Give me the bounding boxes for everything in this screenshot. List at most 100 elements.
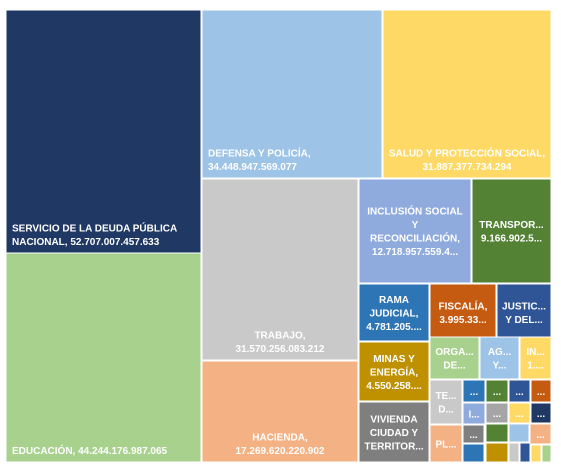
tile-label: VIVIENDA CIUDAD Y TERRITOR... xyxy=(364,414,423,452)
treemap-tile xyxy=(508,402,531,424)
tile-label: HACIENDA, 17.269.620.220.902 xyxy=(236,433,325,458)
treemap-tile xyxy=(508,442,520,463)
tile-label-line: 9.166.902.5... xyxy=(481,234,542,245)
tile-label-line: ... xyxy=(536,430,545,441)
treemap-tile xyxy=(530,379,552,403)
tile-label: ... xyxy=(515,387,524,398)
treemap-tile xyxy=(530,444,542,463)
tile-label: ... xyxy=(493,387,502,398)
tile-label: TRABAJO, 31.570.256.083.212 xyxy=(236,331,325,356)
treemap-tile xyxy=(429,336,480,380)
tile-label: MINAS Y ENERGÍA, 4.550.258.... xyxy=(366,354,422,392)
tile-label-line: I... xyxy=(468,409,479,420)
tile-label-line: RAMA xyxy=(379,295,409,306)
tile-label-line: D... xyxy=(438,405,454,416)
treemap-tile xyxy=(358,178,472,284)
treemap-tile xyxy=(429,424,463,463)
tile-label: ORGA... DE... xyxy=(435,347,474,372)
tile-label-line: PL... xyxy=(435,439,456,450)
tile-label-line: ... xyxy=(470,387,479,398)
tile-label-line: 4.550.258.... xyxy=(366,381,422,392)
tile-label-line: ENERGÍA, xyxy=(370,365,419,378)
tile-label-line: 12.718.957.559.4... xyxy=(372,247,458,258)
treemap-tile xyxy=(529,423,552,445)
tile-label-line: 34.448.947.569.077 xyxy=(208,162,297,173)
tile-label-line: RECONCILIACIÓN, xyxy=(370,232,460,245)
treemap-tile xyxy=(201,9,383,179)
tile-label-line: ... xyxy=(493,387,502,398)
tile-label-line: Y... xyxy=(493,361,507,372)
treemap-tile xyxy=(485,402,509,424)
treemap-tile xyxy=(201,360,359,463)
treemap-tile xyxy=(496,283,552,342)
tile-label: FISCALÍA, 3.995.33... xyxy=(439,300,488,327)
tile-label-line: ... xyxy=(515,387,524,398)
tile-label-line: 17.269.620.220.902 xyxy=(236,446,325,457)
tile-label-line: ... xyxy=(515,409,524,420)
treemap-tile xyxy=(485,423,509,443)
treemap-tile xyxy=(479,336,520,380)
tile-label-line: TERRITOR... xyxy=(364,441,423,452)
tile-label-line: SERVICIO DE LA DEUDA PÚBLICA xyxy=(12,222,177,235)
treemap-tile xyxy=(462,379,486,403)
tile-label-line: ... xyxy=(537,387,546,398)
tile-label: SALUD Y PROTECCIÓN SOCIAL, 31.887.377.734… xyxy=(389,147,546,174)
tile-label-line: AG... xyxy=(488,347,512,358)
tile-label-line: MINAS Y xyxy=(373,354,415,365)
tile-label-line: ... xyxy=(537,409,546,420)
treemap-tile xyxy=(5,9,202,254)
tile-label: INCLUSIÓN SOCIAL Y RECONCILIACIÓN, 12.718.9… xyxy=(367,205,463,259)
tile-label-line: IN... xyxy=(526,347,545,358)
treemap-tile xyxy=(358,341,430,402)
tile-label: I... xyxy=(468,409,479,420)
treemap-tile xyxy=(5,252,202,463)
treemap-tile xyxy=(462,443,485,463)
tile-label-line: 31.887.377.734.294 xyxy=(423,162,512,173)
tile-label: JUSTIC... Y DEL... xyxy=(502,302,546,327)
tile-label-line: JUDICIAL, xyxy=(370,308,419,319)
tile-label: ... xyxy=(515,409,524,420)
tile-label-line: DEFENSA Y POLICÍA, xyxy=(208,147,311,160)
treemap-tile xyxy=(429,283,497,342)
treemap-tile xyxy=(382,9,552,179)
treemap-tile xyxy=(508,423,530,443)
tile-label: RAMA JUDICIAL, 4.781.205.... xyxy=(366,295,422,333)
tile-label: ... xyxy=(469,430,478,441)
treemap-tile xyxy=(462,402,486,425)
treemap-tile xyxy=(508,379,531,403)
tile-label-line: EDUCACIÓN, 44.244.176.987.065 xyxy=(12,444,168,457)
treemap-tile xyxy=(519,442,531,463)
tile-label: DEFENSA Y POLICÍA, 34.448.947.569.077 xyxy=(208,147,311,174)
tile-label-line: Y xyxy=(412,220,419,231)
tile-label: ... xyxy=(537,409,546,420)
tile-label: ... xyxy=(470,387,479,398)
tile-label-line: 4.781.205.... xyxy=(366,322,422,333)
tile-label: ... xyxy=(536,430,545,441)
tile-label-line: TE... xyxy=(435,391,456,402)
tile-label: SERVICIO DE LA DEUDA PÚBLICA NACIONAL, 52… xyxy=(12,222,177,249)
tile-label: PL... xyxy=(435,439,456,450)
tile-label-line: CIUDAD Y xyxy=(370,428,418,439)
tile-label-line: ... xyxy=(469,430,478,441)
treemap-tile xyxy=(471,178,552,284)
treemap-tile xyxy=(429,379,463,425)
treemap-tile xyxy=(519,336,552,380)
tile-label-line: ORGA... xyxy=(435,347,474,358)
treemap-tile xyxy=(485,379,509,403)
tile-label-line: INCLUSIÓN SOCIAL xyxy=(367,205,463,218)
tile-label-line: FISCALÍA, xyxy=(439,300,488,313)
tile-label-line: HACIENDA, xyxy=(252,433,308,444)
tile-label-line: ... xyxy=(493,409,502,420)
treemap-tile xyxy=(530,402,552,424)
tile-label-line: JUSTIC... xyxy=(502,302,546,313)
treemap-tile xyxy=(358,283,430,342)
tile-label-line: 1.... xyxy=(527,361,544,372)
tile-label-line: DE... xyxy=(443,361,465,372)
tile-label: TRANSPOR... 9.166.902.5... xyxy=(479,220,544,245)
tile-label-line: SALUD Y PROTECCIÓN SOCIAL, xyxy=(389,147,546,160)
tile-label-line: NACIONAL, 52.707.007.457.633 xyxy=(12,237,160,248)
tile-label: ... xyxy=(537,387,546,398)
tile-label: EDUCACIÓN, 44.244.176.987.065 xyxy=(12,444,168,457)
